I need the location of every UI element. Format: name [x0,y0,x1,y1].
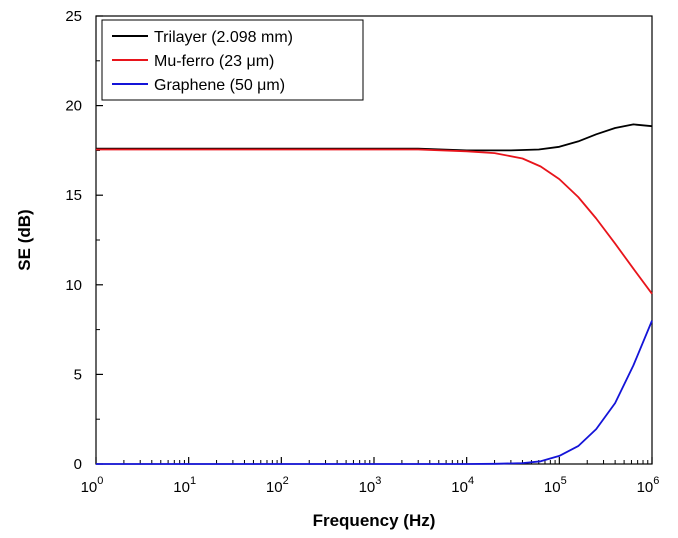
legend-label-1: Trilayer (2.098 mm) [154,29,293,46]
x-tick-label: 104 [451,475,474,496]
legend-items: Trilayer (2.098 mm) Mu-ferro (23 μm) Graph… [112,29,293,94]
x-tick-label: 103 [359,475,382,496]
x-axis-title: Frequency (Hz) [313,511,436,530]
series-line-3 [96,320,653,465]
y-tick-label: 10 [65,277,82,294]
legend: Trilayer (2.098 mm) Mu-ferro (23 μm) Graph… [101,19,364,101]
y-tick-label: 20 [65,98,82,115]
x-tick-label: 106 [637,475,660,496]
legend-label-3: Graphene (50 μm) [154,77,285,94]
y-tick-label: 15 [65,187,82,204]
y-tick-labels: 0 5 10 15 20 25 [65,8,82,473]
series-line-1 [96,123,653,152]
y-ticks [96,15,103,465]
x-tick-label: 105 [544,475,567,496]
y-axis-title: SE (dB) [15,209,34,270]
x-tick-label: 101 [173,475,196,496]
x-major-ticks [95,457,653,464]
y-tick-label: 0 [74,456,82,473]
legend-label-2: Mu-ferro (23 μm) [154,53,274,70]
x-tick-label: 100 [81,475,104,496]
series-lines [96,123,653,465]
y-tick-label: 5 [74,366,82,383]
x-tick-labels: 100 101 102 103 104 105 106 [81,475,660,496]
series-line-2 [96,148,653,295]
y-tick-label: 25 [65,8,82,25]
x-tick-label: 102 [266,475,289,496]
